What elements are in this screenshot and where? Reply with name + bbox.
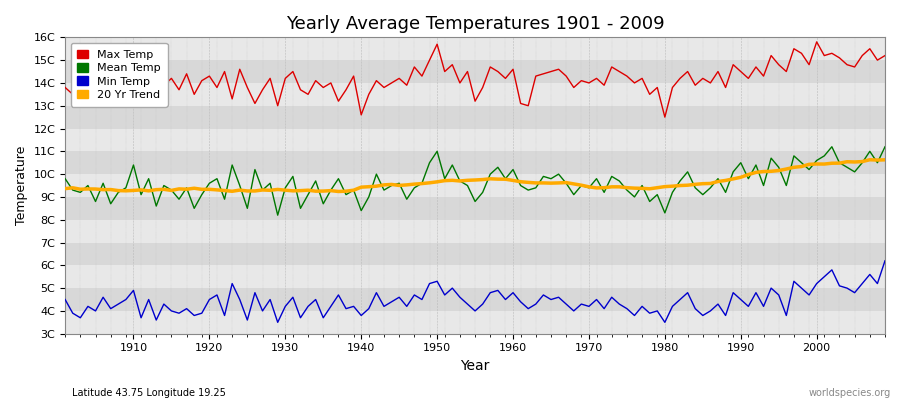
Bar xyxy=(65,311,885,334)
Text: worldspecies.org: worldspecies.org xyxy=(809,388,891,398)
Bar xyxy=(65,106,885,128)
Bar xyxy=(65,174,885,197)
Bar xyxy=(65,128,885,151)
Bar xyxy=(65,220,885,242)
Text: Latitude 43.75 Longitude 19.25: Latitude 43.75 Longitude 19.25 xyxy=(72,388,226,398)
Y-axis label: Temperature: Temperature xyxy=(15,146,28,225)
Bar xyxy=(65,197,885,220)
Bar xyxy=(65,83,885,106)
Bar xyxy=(65,288,885,311)
Legend: Max Temp, Mean Temp, Min Temp, 20 Yr Trend: Max Temp, Mean Temp, Min Temp, 20 Yr Tre… xyxy=(71,43,167,107)
Bar xyxy=(65,151,885,174)
Bar xyxy=(65,37,885,60)
Bar xyxy=(65,60,885,83)
Bar xyxy=(65,242,885,265)
X-axis label: Year: Year xyxy=(461,359,490,373)
Bar xyxy=(65,265,885,288)
Title: Yearly Average Temperatures 1901 - 2009: Yearly Average Temperatures 1901 - 2009 xyxy=(286,15,664,33)
